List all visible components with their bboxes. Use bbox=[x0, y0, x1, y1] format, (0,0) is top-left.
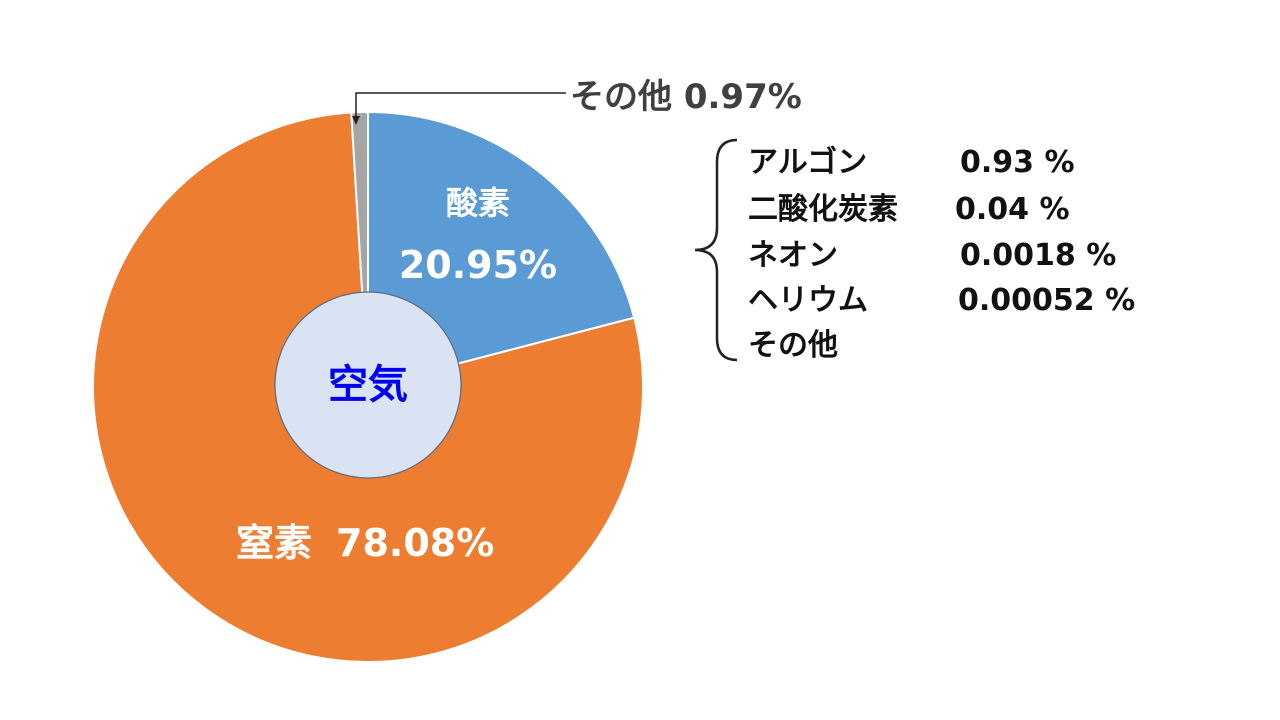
other-callout-leader bbox=[355, 92, 566, 118]
oxygen-value-label: 20.95% bbox=[399, 243, 557, 287]
other-callout-label: その他 0.97% bbox=[570, 77, 802, 117]
breakdown-value-argon: 0.93 % bbox=[960, 145, 1075, 180]
breakdown-brace bbox=[694, 138, 738, 362]
center-label: 空気 bbox=[328, 362, 408, 408]
oxygen-name-label: 酸素 bbox=[446, 184, 510, 222]
center-circle bbox=[274, 291, 462, 479]
nitrogen-name-label: 窒素 bbox=[236, 521, 312, 565]
breakdown-name-neon: ネオン bbox=[748, 238, 838, 273]
pie-slice-酸素 bbox=[367, 110, 636, 389]
breakdown-value-helium: 0.00052 % bbox=[958, 283, 1135, 318]
nitrogen-value-label: 78.08% bbox=[336, 521, 494, 565]
breakdown-value-neon: 0.0018 % bbox=[960, 238, 1116, 273]
breakdown-name-other: その他 bbox=[748, 328, 838, 363]
breakdown-value-co2: 0.04 % bbox=[955, 192, 1070, 227]
other-callout-arrowhead bbox=[352, 116, 360, 125]
breakdown-name-helium: ヘリウム bbox=[748, 283, 868, 318]
breakdown-name-co2: 二酸化炭素 bbox=[748, 192, 898, 227]
breakdown-name-argon: アルゴン bbox=[748, 145, 867, 180]
